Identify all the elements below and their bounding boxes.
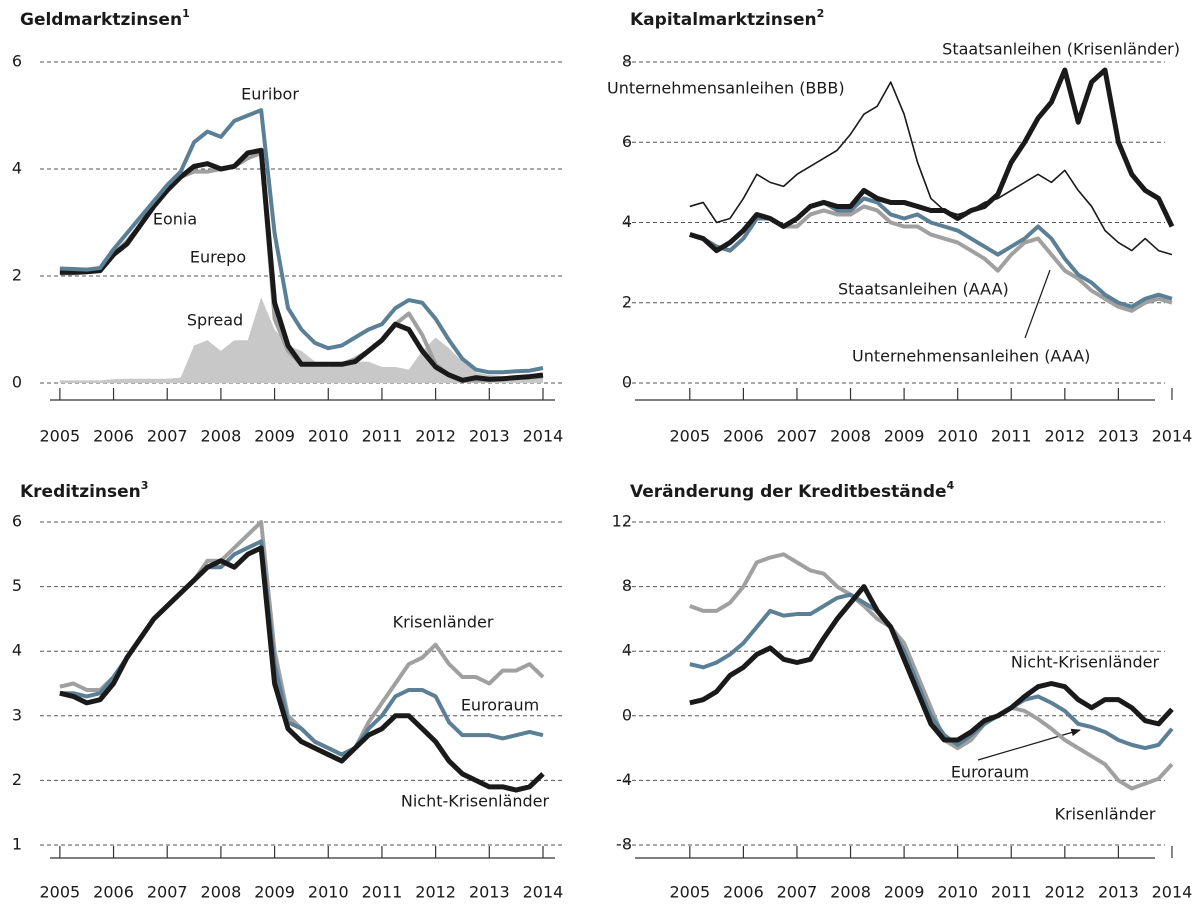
line <box>689 592 1174 751</box>
pointer-arrow <box>977 728 1081 761</box>
line <box>59 520 545 757</box>
x-tick-label: 2014 <box>1152 427 1193 446</box>
chart-title: Geldmarktzinsen1 <box>20 7 190 30</box>
x-tick-label: 2011 <box>991 427 1032 446</box>
x-tick-label: 2009 <box>884 427 925 446</box>
x-tick-label: 2008 <box>830 883 871 902</box>
line <box>59 108 544 375</box>
x-tick-label: 2010 <box>308 883 349 902</box>
title-note: 1 <box>182 7 190 20</box>
annotation: Eurepo <box>190 248 246 267</box>
x-tick-label: 2007 <box>147 427 188 446</box>
annotation: Euroraum <box>461 696 539 715</box>
y-tick-label: 4 <box>12 159 22 178</box>
y-tick-label: -4 <box>616 770 632 789</box>
annotation: Nicht-Krisenländer <box>401 792 550 811</box>
x-tick-label: 2008 <box>201 427 242 446</box>
y-tick-label: 6 <box>12 52 22 71</box>
line <box>59 545 545 793</box>
x-tick-label: 2007 <box>777 427 818 446</box>
x-tick-label: 2011 <box>991 883 1032 902</box>
y-tick-label: 0 <box>12 373 22 392</box>
title-note: 3 <box>141 479 149 492</box>
y-tick-label: 6 <box>622 132 632 151</box>
x-tick-label: 2013 <box>1098 427 1139 446</box>
line <box>59 147 544 383</box>
annotation: Unternehmensanleihen (BBB) <box>607 79 845 98</box>
y-tick-label: 4 <box>622 212 632 231</box>
x-tick-label: 2014 <box>523 427 564 446</box>
x-tick-label: 2010 <box>308 427 349 446</box>
annotation: Nicht-Krisenländer <box>1011 653 1160 672</box>
x-tick-label: 2005 <box>40 883 81 902</box>
annotation: Unternehmensanleihen (AAA) <box>852 347 1090 366</box>
y-tick-label: 4 <box>622 641 632 660</box>
line <box>689 67 1175 254</box>
annotation: Euribor <box>241 85 299 104</box>
y-tick-label: 3 <box>12 705 22 724</box>
x-tick-label: 2005 <box>669 883 710 902</box>
annotation: Krisenländer <box>393 613 494 632</box>
x-tick-label: 2012 <box>1044 427 1085 446</box>
line <box>689 584 1174 743</box>
y-tick-label: 0 <box>622 705 632 724</box>
x-tick-label: 2013 <box>469 883 510 902</box>
title-note: 2 <box>817 7 825 20</box>
x-tick-label: 2014 <box>523 883 564 902</box>
line <box>59 150 544 383</box>
x-tick-label: 2006 <box>93 427 134 446</box>
x-tick-label: 2006 <box>93 883 134 902</box>
y-tick-label: 2 <box>622 292 632 311</box>
line <box>689 81 1173 256</box>
x-tick-label: 2009 <box>254 883 295 902</box>
y-tick-label: 2 <box>12 770 22 789</box>
x-tick-label: 2006 <box>723 427 764 446</box>
x-tick-label: 2008 <box>830 427 871 446</box>
x-tick-label: 2010 <box>937 883 978 902</box>
x-tick-label: 2010 <box>937 427 978 446</box>
annotation: Staatsanleihen (Krisenländer) <box>942 40 1180 59</box>
y-tick-label: 4 <box>12 641 22 660</box>
y-tick-label: -8 <box>616 835 632 854</box>
x-tick-label: 2009 <box>884 883 925 902</box>
x-tick-label: 2005 <box>40 427 81 446</box>
x-tick-label: 2014 <box>1152 883 1193 902</box>
x-tick-label: 2005 <box>669 427 710 446</box>
area <box>59 297 543 383</box>
x-tick-label: 2012 <box>415 427 456 446</box>
x-tick-label: 2009 <box>254 427 295 446</box>
annotation: Euroraum <box>951 763 1029 782</box>
x-tick-label: 2011 <box>362 883 403 902</box>
chart-title: Kapitalmarktzinsen2 <box>630 7 824 30</box>
x-tick-label: 2011 <box>362 427 403 446</box>
y-tick-label: 0 <box>622 373 632 392</box>
y-tick-label: 2 <box>12 266 22 285</box>
title-note: 4 <box>947 479 955 492</box>
chart-title: Kreditzinsen3 <box>20 479 148 502</box>
x-tick-label: 2012 <box>415 883 456 902</box>
annotation: Eonia <box>153 210 197 229</box>
x-tick-label: 2007 <box>147 883 188 902</box>
pointer-line <box>1024 269 1051 339</box>
x-tick-label: 2013 <box>469 427 510 446</box>
x-tick-label: 2006 <box>723 883 764 902</box>
annotation: Spread <box>187 311 243 330</box>
annotation: Krisenländer <box>1055 805 1156 824</box>
chart-title: Veränderung der Kreditbestände4 <box>630 479 955 502</box>
y-tick-label: 8 <box>622 52 632 71</box>
y-tick-label: 5 <box>12 576 22 595</box>
x-tick-label: 2013 <box>1098 883 1139 902</box>
y-tick-label: 6 <box>12 512 22 531</box>
x-tick-label: 2012 <box>1044 883 1085 902</box>
y-tick-label: 1 <box>12 835 22 854</box>
y-tick-label: 12 <box>612 512 632 531</box>
x-tick-label: 2008 <box>201 883 242 902</box>
line <box>689 552 1174 791</box>
annotation: Staatsanleihen (AAA) <box>838 280 1009 299</box>
y-tick-label: 8 <box>622 576 632 595</box>
x-tick-label: 2007 <box>777 883 818 902</box>
